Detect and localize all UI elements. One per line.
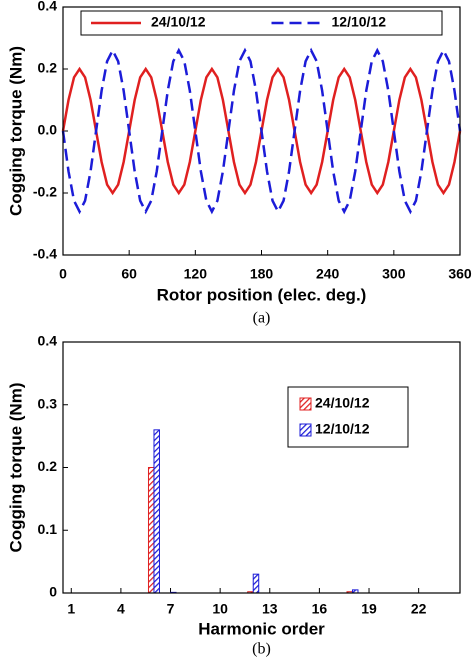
legend-label: 24/10/12 [315, 395, 370, 411]
y-tick-label: -0.2 [33, 184, 57, 200]
bar [147, 467, 155, 594]
legend-label: 24/10/12 [151, 14, 206, 30]
x-tick-label: 4 [117, 601, 125, 617]
plot-frame [62, 6, 461, 256]
y-tick-label: 0.3 [38, 395, 58, 411]
x-tick-label: 7 [167, 601, 175, 617]
x-tick-label: 360 [448, 266, 472, 282]
bar [252, 573, 260, 594]
x-tick-label: 120 [184, 266, 208, 282]
x-tick-label: 1 [67, 601, 75, 617]
x-tick-label: 180 [250, 266, 274, 282]
legend-swatch [299, 397, 312, 411]
y-tick-label: 0 [49, 584, 57, 600]
legend-box [287, 386, 409, 448]
legend-label: 12/10/12 [332, 14, 387, 30]
legend-swatch [299, 423, 312, 437]
x-axis-title: Harmonic order [198, 619, 325, 638]
x-axis-title: Rotor position (elec. deg.) [157, 285, 367, 304]
y-tick-label: 0.4 [38, 0, 58, 14]
y-tick-label: 0.1 [38, 521, 58, 537]
x-tick-label: 22 [411, 601, 427, 617]
bar [153, 429, 160, 594]
y-axis-title: Cogging torque (Nm) [6, 46, 25, 216]
y-axis-title: Cogging torque (Nm) [6, 383, 25, 553]
x-tick-label: 60 [121, 266, 137, 282]
plot-frame [62, 341, 461, 594]
caption: (b) [252, 641, 271, 658]
x-tick-label: 240 [316, 266, 340, 282]
x-tick-label: 300 [382, 266, 406, 282]
y-tick-label: -0.4 [33, 246, 57, 262]
y-tick-label: 0.0 [38, 122, 58, 138]
legend-box [80, 10, 443, 36]
x-tick-label: 19 [361, 601, 377, 617]
y-tick-label: 0.2 [38, 458, 58, 474]
caption: (a) [253, 310, 271, 327]
legend-label: 12/10/12 [315, 421, 370, 437]
x-tick-label: 0 [59, 266, 67, 282]
y-tick-label: 0.2 [38, 60, 58, 76]
series-line [61, 47, 462, 215]
x-tick-label: 13 [262, 601, 278, 617]
x-tick-label: 10 [212, 601, 228, 617]
x-tick-label: 16 [312, 601, 328, 617]
y-tick-label: 0.4 [38, 333, 58, 349]
